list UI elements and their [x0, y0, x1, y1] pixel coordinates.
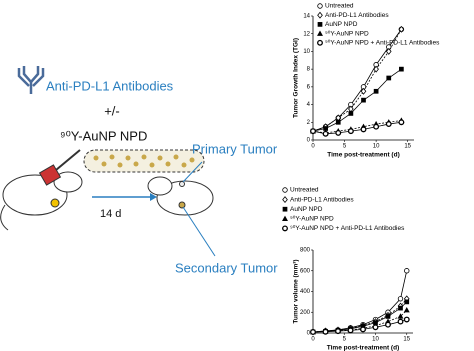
data-point	[335, 119, 341, 125]
legend-marker	[317, 30, 323, 36]
y-tick-label: 0	[307, 331, 311, 337]
x-tick-label: 15	[404, 144, 411, 150]
y-tick-label: 14	[303, 14, 310, 20]
y-tick-label: 400	[300, 289, 311, 295]
y-tick-label: 2	[307, 120, 311, 126]
data-point	[385, 47, 392, 55]
legend-marker	[317, 39, 323, 46]
y-axis-label: Tumor volume (mm³)	[293, 259, 300, 323]
y-tick-label: 4	[307, 102, 311, 108]
data-point	[360, 87, 367, 95]
series-line	[312, 29, 402, 132]
data-point	[361, 97, 366, 103]
legend-label: Untreated	[290, 187, 319, 194]
legend-label: Anti-PD-L1 Antibodies	[290, 196, 354, 203]
x-tick-label: 10	[372, 337, 379, 343]
particles	[93, 154, 195, 168]
legend-marker	[282, 196, 288, 204]
data-point	[397, 296, 404, 302]
y-tick-label: 800	[300, 248, 311, 254]
mouse-right	[147, 176, 214, 216]
secondary-label: Secondary Tumor	[175, 260, 278, 275]
x-tick-label: 5	[343, 144, 347, 150]
data-point	[398, 119, 405, 126]
legend-label: ⁹⁰Y-AuNP NPD + Anti-PD-L1 Antibodies	[290, 224, 405, 232]
pointer-primary	[182, 161, 203, 183]
antibody-label: Anti-PD-L1 Antibodies	[46, 78, 174, 93]
data-point	[398, 25, 405, 33]
y-tick-label: 8	[307, 67, 311, 73]
data-point	[404, 268, 410, 274]
x-tick-label: 0	[311, 144, 315, 150]
legend-label: ⁹⁰Y-AuNP NPD + Anti-PD-L1 Antibodies	[325, 39, 440, 47]
legend-marker	[282, 187, 288, 193]
data-point	[386, 75, 392, 81]
x-axis-label: Time post-treatment (d)	[327, 152, 399, 159]
legend-label: Untreated	[325, 3, 354, 10]
y-tick-label: 6	[307, 84, 311, 90]
data-point	[373, 123, 380, 130]
series-line	[312, 270, 408, 333]
y-tick-label: 12	[303, 31, 310, 37]
y-tick-label: 0	[307, 138, 311, 144]
data-point	[373, 65, 379, 73]
injection	[38, 149, 81, 186]
data-point	[310, 128, 316, 135]
legend-marker	[317, 11, 323, 19]
series-line	[312, 301, 408, 333]
x-tick-label: 5	[343, 337, 347, 343]
data-point	[397, 313, 404, 319]
data-point	[335, 328, 341, 335]
data-point	[360, 326, 366, 333]
data-point	[373, 88, 379, 94]
data-point	[399, 66, 404, 72]
primary-label: Primary Tumor	[192, 141, 278, 156]
legend-label: AuNP NPD	[290, 206, 323, 213]
arrow-head	[150, 193, 157, 201]
legend-marker	[282, 215, 288, 222]
data-point	[322, 130, 329, 137]
y-tick-label: 10	[303, 49, 310, 55]
pointer-secondary	[182, 206, 216, 257]
mouse-left	[0, 171, 83, 231]
plus-minus: +/-	[104, 103, 120, 118]
data-point	[335, 129, 342, 136]
data-point	[347, 128, 354, 135]
data-point	[385, 314, 391, 319]
y-tick-label: 200	[300, 310, 311, 316]
particle-label: ⁹⁰Y-AuNP NPD	[60, 128, 147, 143]
data-point	[372, 324, 379, 331]
legend-label: Anti-PD-L1 Antibodies	[325, 12, 389, 19]
x-tick-label: 0	[311, 337, 315, 343]
data-point	[348, 111, 354, 116]
data-point	[322, 328, 329, 335]
data-point	[403, 316, 410, 323]
data-point	[310, 329, 316, 335]
data-point	[347, 327, 354, 334]
data-point	[397, 318, 404, 325]
legend-label: ⁹⁰Y-AuNP NPD	[325, 29, 369, 37]
data-point	[385, 321, 391, 328]
legend-marker	[282, 225, 288, 232]
x-tick-label: 10	[373, 144, 380, 150]
legend-marker	[317, 3, 323, 9]
x-axis-label: Time post-treatment (d)	[327, 345, 399, 351]
y-axis-label: Tumor Growth Index (TGI)	[293, 38, 300, 118]
antibody-icon	[17, 66, 45, 94]
legend-marker	[282, 206, 288, 212]
data-point	[403, 307, 410, 313]
x-tick-label: 15	[403, 337, 410, 343]
data-point	[398, 305, 403, 311]
legend-label: AuNP NPD	[325, 21, 358, 28]
legend-marker	[317, 22, 323, 27]
data-point	[404, 299, 410, 305]
data-point	[385, 121, 392, 128]
interval-label: 14 d	[100, 208, 121, 220]
legend-label: ⁹⁰Y-AuNP NPD	[290, 215, 334, 223]
y-tick-label: 600	[300, 268, 311, 274]
capsule	[83, 149, 205, 173]
data-point	[360, 126, 367, 133]
